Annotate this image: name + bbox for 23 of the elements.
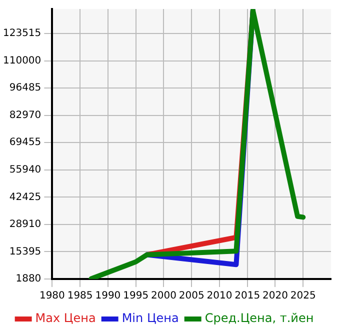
y-tick-label: 55940 (9, 164, 42, 176)
x-tick-label: 1990 (95, 290, 121, 302)
y-tick-label: 1880 (16, 274, 42, 285)
x-tick-label: 2015 (234, 290, 260, 302)
x-tick-label: 2005 (178, 290, 204, 302)
x-tick-label: 2010 (206, 290, 232, 302)
legend-label: Min Цена (122, 311, 179, 326)
y-tick-label: 123515 (2, 28, 42, 40)
y-tick-label: 15395 (9, 246, 42, 258)
x-tick-label: 2025 (290, 290, 316, 302)
x-tick-label: 1995 (123, 290, 149, 302)
y-tick-label: 42425 (9, 192, 42, 203)
x-tick-label: 1980 (39, 290, 65, 302)
x-tick-label: 2020 (262, 290, 288, 302)
legend-label: Max Цена (35, 311, 96, 326)
y-tick-label: 28910 (9, 219, 42, 230)
y-tick-label: 110000 (2, 55, 42, 66)
y-tick-label: 82970 (9, 110, 42, 121)
y-tick-label: 69455 (9, 137, 42, 148)
y-tick-label: 96485 (9, 82, 42, 94)
x-tick-label: 1985 (67, 290, 93, 302)
legend-label: Сред.Цена, т.йен (204, 311, 314, 326)
x-tick-label: 2000 (150, 290, 176, 302)
